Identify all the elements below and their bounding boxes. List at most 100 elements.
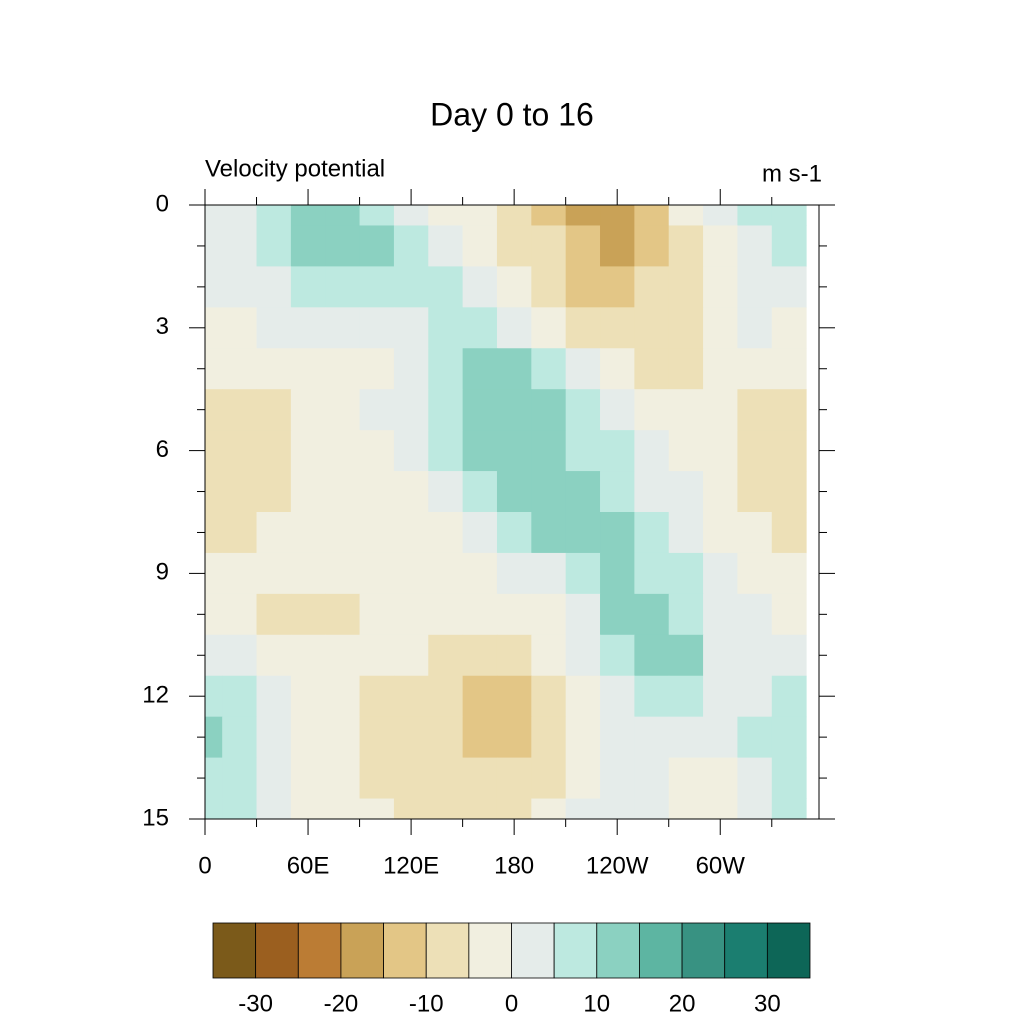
contour-cell <box>205 716 223 759</box>
contour-cell <box>531 307 567 349</box>
contour-cell <box>393 716 429 759</box>
contour-cell <box>771 307 807 349</box>
contour-cell <box>668 348 704 390</box>
contour-cell <box>600 593 635 636</box>
contour-cell <box>600 266 635 308</box>
contour-cell <box>205 634 223 677</box>
contour-cell <box>256 225 292 267</box>
contour-cell <box>290 225 326 267</box>
contour-cell <box>771 225 807 267</box>
contour-cell <box>600 675 635 718</box>
contour-cell <box>222 266 258 308</box>
colorbar-label: -30 <box>238 990 273 1017</box>
contour-cell <box>634 205 670 226</box>
chart-title: Day 0 to 16 <box>430 96 594 132</box>
contour-cell <box>393 266 429 308</box>
contour-cell <box>359 716 395 759</box>
contour-cell <box>565 798 601 820</box>
contour-cell <box>222 430 258 472</box>
contour-cell <box>256 552 292 595</box>
contour-cell <box>222 205 258 226</box>
contour-cell <box>359 552 395 595</box>
contour-cell <box>256 471 292 513</box>
contour-cell <box>703 512 738 554</box>
contour-cell <box>205 266 223 308</box>
contour-cell <box>703 675 738 718</box>
contour-cell <box>462 307 498 349</box>
colorbar-box <box>212 922 257 979</box>
contour-cell <box>771 348 807 390</box>
contour-cell <box>737 307 773 349</box>
contour-cell <box>428 552 464 595</box>
contour-cell <box>771 593 807 636</box>
contour-cell <box>531 389 567 431</box>
y-tick-label: 0 <box>156 190 169 217</box>
contour-cell <box>393 757 429 800</box>
contour-cell <box>737 512 773 554</box>
contour-cell <box>600 798 635 820</box>
contour-cell <box>634 634 670 677</box>
y-tick-label: 6 <box>156 436 169 463</box>
contour-cell <box>428 225 464 267</box>
contour-cell <box>668 512 704 554</box>
contour-cell <box>359 798 395 820</box>
y-tick-label: 3 <box>156 313 169 340</box>
contour-cell <box>290 593 326 636</box>
contour-cell <box>290 389 326 431</box>
contour-cell <box>359 512 395 554</box>
contour-cell <box>531 430 567 472</box>
contour-cell <box>462 757 498 800</box>
contour-cell <box>256 430 292 472</box>
contour-cell <box>737 389 773 431</box>
contour-cell <box>222 634 258 677</box>
contour-cell <box>325 512 361 554</box>
contour-cell <box>428 634 464 677</box>
contour-cell <box>531 225 567 267</box>
contour-cell <box>668 593 704 636</box>
contour-cell <box>565 266 601 308</box>
colorbar-box <box>639 922 683 979</box>
contour-cell <box>290 675 326 718</box>
contour-cell <box>222 552 258 595</box>
colorbar-label: 10 <box>583 990 610 1017</box>
contour-cell <box>462 593 498 636</box>
contour-cell <box>634 389 670 431</box>
contour-cell <box>634 552 670 595</box>
contour-cell <box>634 430 670 472</box>
contour-cell <box>668 225 704 267</box>
contour-cell <box>428 675 464 718</box>
contour-cell <box>737 675 773 718</box>
contour-cell <box>359 389 395 431</box>
contour-cell <box>205 430 223 472</box>
contour-cell <box>325 266 361 308</box>
contour-cell <box>531 552 567 595</box>
contour-cell <box>600 634 635 677</box>
contour-cell <box>462 348 498 390</box>
contour-cell <box>703 430 738 472</box>
plot-frame <box>204 204 820 820</box>
contour-cell <box>428 205 464 226</box>
colorbar-box <box>255 922 299 979</box>
contour-cell <box>359 430 395 472</box>
contour-cell <box>325 348 361 390</box>
contour-cell <box>496 430 532 472</box>
contour-cell <box>496 757 532 800</box>
contour-cell <box>462 225 498 267</box>
contour-cell <box>290 512 326 554</box>
contour-cell <box>359 348 395 390</box>
contour-cell <box>462 389 498 431</box>
contour-cell <box>222 348 258 390</box>
contour-cell <box>359 634 395 677</box>
contour-cell <box>325 634 361 677</box>
contour-cell <box>531 716 567 759</box>
contour-cell <box>668 634 704 677</box>
contour-cell <box>325 225 361 267</box>
contour-cell <box>205 593 223 636</box>
contour-cell <box>703 634 738 677</box>
contour-cell <box>325 716 361 759</box>
contour-cell <box>290 552 326 595</box>
contour-cell <box>462 205 498 226</box>
contour-cell <box>222 798 258 820</box>
colorbar-box <box>681 922 726 979</box>
contour-cell <box>531 348 567 390</box>
